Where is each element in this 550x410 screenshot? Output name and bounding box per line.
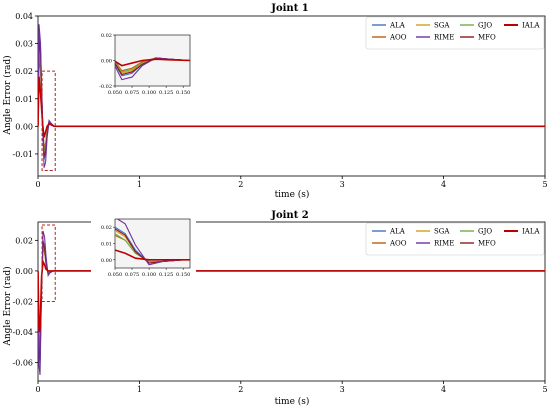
chart-title: Joint 2 [270,210,309,221]
inset-y-tick-label: 0.01 [101,242,112,248]
x-axis-label: time (s) [275,189,310,200]
series-line-iala [115,249,190,261]
x-tick-label: 3 [340,385,345,394]
y-tick-label: -0.04 [12,328,33,337]
inset-x-tick-label: 0.100 [142,272,156,278]
inset-zoom: 0.050 0.075 0.100 0.125 0.150 0.00 0.01 0.02 [91,217,196,280]
y-tick-label: 0.01 [15,95,33,104]
inset-y-tick-label: 0.00 [101,59,112,65]
series-line-rime [115,219,190,266]
legend-label-aoo: AOO [389,34,407,42]
x-tick-label: 4 [441,385,446,394]
panel-joint-2: Joint 2 Angle Error (rad) time (s) 0 1 2 3 4… [2,210,548,407]
zoom-region-box [41,70,56,171]
y-axis-label: Angle Error (rad) [2,266,13,346]
x-axis-label: time (s) [275,396,310,407]
inset-x-tick-label: 0.150 [176,272,190,278]
inset-x-tick-label: 0.050 [108,90,122,96]
legend-label-aoo: AOO [389,240,407,248]
x-tick-label: 1 [137,180,142,189]
inset-y-tick-label: 0.02 [101,33,112,39]
legend: ALA SGA GJO IALA AOO RIME MFO [365,16,545,50]
inset-x-tick-label: 0.050 [108,272,122,278]
x-tick-label: 5 [542,385,547,394]
y-tick-label: 0.00 [15,122,33,131]
legend-label-iala: IALA [522,22,540,30]
inset-y-tick-label: -0.02 [99,84,112,90]
legend-box [365,222,545,256]
legend-label-ala: ALA [389,22,406,30]
series-line-gjo [115,58,190,73]
y-tick-label: -0.02 [12,298,33,307]
series-line-rime [115,57,190,81]
legend-label-sga: SGA [434,228,450,236]
legend-label-ala: ALA [389,228,406,236]
legend-label-mfo: MFO [478,240,496,248]
series-line-ala [115,226,190,264]
y-tick-label: 0.04 [15,12,33,21]
x-tick-label: 3 [340,180,345,189]
series-line-mfo [115,228,190,264]
series-line-iala [115,58,190,67]
inset-x-tick-label: 0.075 [125,90,139,96]
y-axis-label: Angle Error (rad) [2,55,13,135]
inset-x-tick-label: 0.125 [159,272,173,278]
legend-label-rime: RIME [434,34,454,42]
legend: ALA SGA GJO IALA AOO RIME MFO [365,222,545,256]
x-tick-label: 5 [542,180,547,189]
inset-y-tick-label: 0.00 [101,258,112,264]
legend-label-mfo: MFO [478,34,496,42]
y-tick-label: 0.02 [15,67,33,76]
y-tick-label: -0.01 [12,150,33,159]
legend-label-gjo: GJO [478,228,492,236]
zoom-region-box [41,224,56,302]
inset-x-tick-label: 0.075 [125,272,139,278]
panel-joint-1: Joint 1 Angle Error (rad) time (s) 0 1 2 3 4… [2,3,548,200]
legend-label-rime: RIME [434,240,454,248]
y-tick-label: -0.06 [12,359,33,368]
x-tick-label: 1 [137,385,142,394]
y-tick-label: 0.03 [15,40,33,49]
y-tick-label: 0.00 [15,267,33,276]
legend-label-iala: IALA [522,228,540,236]
plot-area: 0 1 2 3 4 5 -0.06 -0.04 -0.02 0.00 0.02 [12,221,548,394]
series-line-gjo [115,233,190,263]
x-tick-label: 4 [441,180,446,189]
x-tick-label: 2 [238,385,243,394]
chart-title: Joint 1 [270,3,309,14]
x-tick-label: 0 [35,385,40,394]
legend-label-sga: SGA [434,22,450,30]
series-line-iala [38,76,545,138]
inset-y-tick-label: 0.02 [101,225,112,231]
inset-x-tick-label: 0.150 [176,90,190,96]
series-line-aoo [115,57,190,72]
legend-box [365,16,545,50]
series-line-mfo [115,57,190,76]
inset-x-tick-label: 0.125 [159,90,173,96]
x-tick-label: 0 [35,180,40,189]
inset-zoom: 0.050 0.075 0.100 0.125 0.150 -0.02 0.00 0.02 [91,33,196,98]
inset-x-tick-label: 0.100 [142,90,156,96]
legend-label-gjo: GJO [478,22,492,30]
series-line-iala [38,258,545,333]
plot-area: 0 1 2 3 4 5 -0.01 0.00 0.01 0.02 0.03 0.04 [12,12,547,189]
x-tick-label: 2 [238,180,243,189]
y-tick-label: 0.02 [15,236,33,245]
